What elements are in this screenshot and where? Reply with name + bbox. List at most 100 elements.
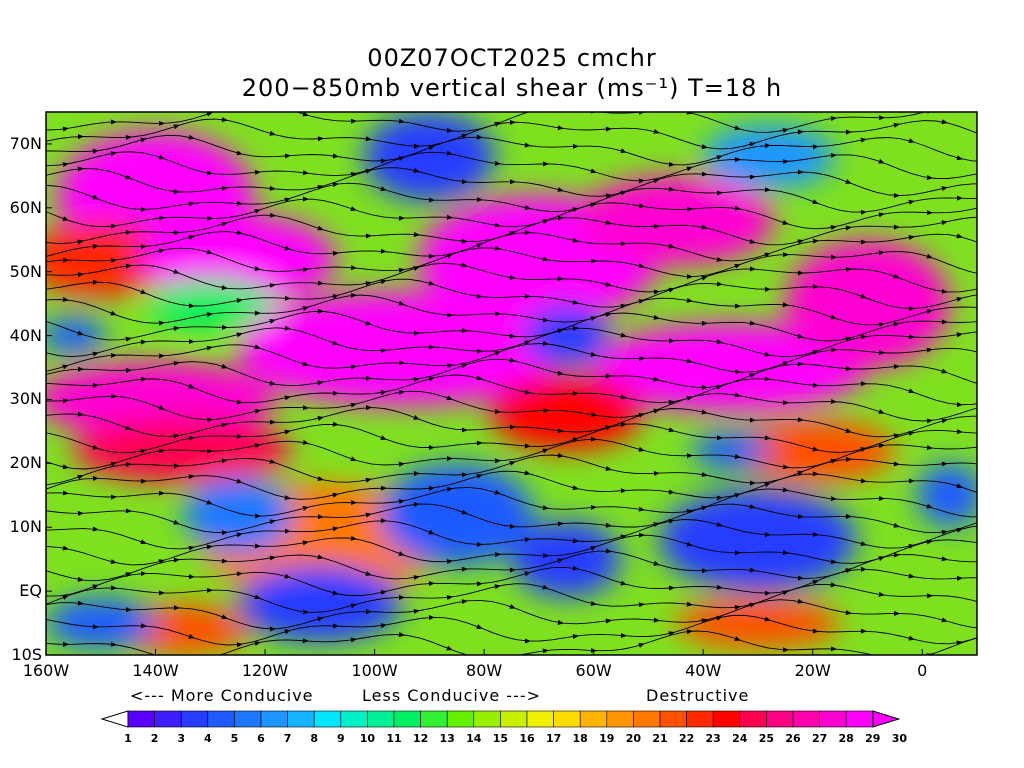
streamline-arrow [782,647,789,653]
streamline-arrow [557,620,564,625]
streamline-arrow [845,366,852,372]
streamline-arrow [158,590,165,596]
streamline-arrow [206,345,213,351]
colorbar-label: 23 [705,732,721,745]
lat-label: 40N [9,325,42,345]
streamline-arrow [668,489,675,495]
colorbar-label: 4 [203,732,212,745]
streamline-arrow [188,339,195,345]
streamline-arrow [206,312,213,318]
shear-region [659,488,857,592]
streamline-arrow [653,470,660,476]
streamline-arrow [476,348,483,354]
streamline-arrow [255,100,261,105]
streamline-arrow [236,298,243,304]
shear-region [144,278,277,330]
streamline-arrow [317,225,324,231]
streamline-arrow [941,368,948,374]
lat-label: 20N [9,453,42,473]
streamline-arrow [716,615,723,621]
streamline-arrow [749,266,756,272]
colorbar-label: 14 [466,732,482,745]
shear-region [46,316,107,355]
streamline-arrow [173,269,180,274]
streamline-arrow [158,353,165,359]
streamline-arrow [701,224,708,230]
streamline-arrow [140,339,147,345]
streamline [46,503,977,534]
streamline-arrow [797,361,804,367]
streamline-arrow [941,119,948,125]
streamline-arrow [812,531,819,537]
streamline-arrow [878,495,885,501]
streamline-arrow [350,637,357,643]
streamline-arrow [878,250,885,256]
colorbar-label: 12 [412,732,429,745]
shear-region [511,520,622,598]
streamline-arrow [446,312,453,318]
streamline-arrow [845,610,852,616]
streamline-arrow [557,276,564,282]
streamline-arrow [860,541,867,547]
streamline-arrow [284,495,291,501]
streamline-arrow [206,112,213,117]
streamline-arrow [509,604,516,609]
streamline-arrow [845,456,852,462]
streamline-arrow [878,591,885,597]
streamline-arrow [749,602,756,608]
streamline-arrow [413,330,420,336]
streamline-arrow [782,400,789,406]
plot-area [46,100,977,655]
streamline-arrow [845,428,852,434]
streamline-arrow [269,212,276,218]
streamline-arrow [668,161,675,167]
streamline-arrow [188,435,195,441]
streamline-arrow [269,130,276,136]
streamline-arrow [254,266,261,271]
streamline-arrow [380,279,387,285]
streamline-arrow [638,446,645,452]
streamline-arrow [398,551,405,556]
streamline-arrow [317,416,324,421]
streamline-arrow [782,302,789,308]
streamline-arrow [350,206,357,211]
streamline-arrow [413,470,420,476]
streamline-arrow [269,519,276,525]
map-title-line2: 200−850mb vertical shear (ms⁻¹) T=18 h [241,74,783,102]
streamline-arrow [269,282,276,288]
streamline-arrow [590,436,597,442]
streamline-arrow [380,623,387,629]
colorbar-label: 25 [758,732,775,745]
streamline-arrow [446,395,453,401]
streamline-arrow [860,381,867,387]
shear-region [675,597,841,649]
shear-region [577,175,775,266]
streamline-arrow [557,558,564,564]
streamline-arrow [380,518,387,524]
streamline-arrow [446,645,453,651]
streamline-arrow [860,209,867,215]
streamline-arrow [878,115,885,121]
streamline-arrow [557,187,564,192]
streamline-arrow [749,142,756,147]
streamline-arrow [92,243,99,249]
streamline-arrow [221,324,228,330]
streamline-arrow [701,171,708,177]
streamline-arrow [269,555,276,561]
streamline-arrow [332,340,339,346]
streamline-arrow [254,543,261,549]
colorbar-swatch [792,710,820,728]
streamline-arrow [860,239,867,245]
streamline-arrow [188,303,195,309]
streamline-arrow [92,351,99,357]
colorbar-label: 17 [545,732,562,745]
streamline-arrow [494,584,501,590]
streamline-arrow [620,332,627,338]
streamline-arrow [284,245,291,251]
streamline-arrow [542,161,549,167]
colorbar-right-arrow [872,710,901,728]
shear-region [593,322,868,413]
streamline-arrow [557,215,564,221]
streamline-arrow [860,628,867,634]
streamline-arrow [716,521,723,527]
